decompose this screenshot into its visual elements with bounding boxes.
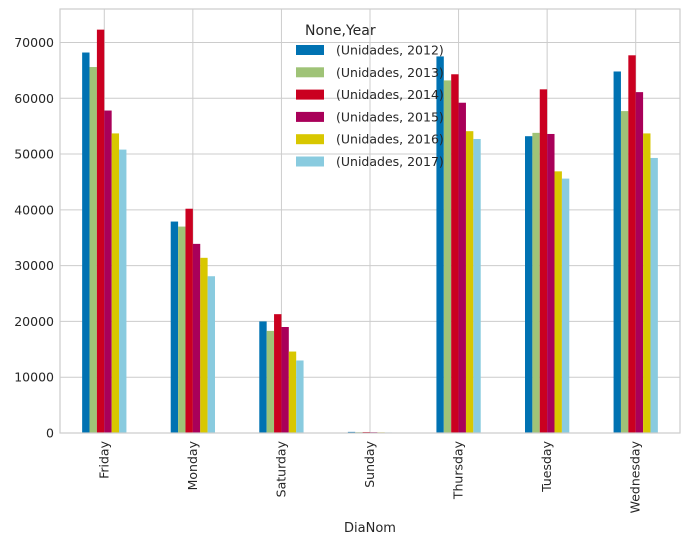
x-tick-label: Thursday [451, 440, 466, 500]
legend-swatch [296, 89, 324, 100]
bar-thursday-5 [473, 138, 481, 433]
bar-thursday-2 [451, 74, 459, 433]
x-tick-label: Monday [185, 440, 200, 490]
y-tick-label: 40000 [14, 202, 54, 217]
bar-saturday-3 [281, 327, 289, 433]
x-tick-label: Saturday [273, 440, 288, 497]
plot-frame [59, 8, 681, 434]
bar-wednesday-0 [613, 71, 621, 434]
bar-saturday-1 [266, 330, 275, 433]
x-tick-label: Tuesday [539, 440, 554, 492]
y-tick-label: 0 [46, 426, 54, 441]
bar-monday-2 [185, 208, 193, 433]
legend-label: (Unidades, 2014) [336, 87, 444, 102]
bar-wednesday-3 [635, 92, 644, 433]
bar-friday-1 [89, 67, 97, 433]
bar-tuesday-5 [561, 178, 570, 433]
legend-label: (Unidades, 2017) [336, 154, 444, 169]
bar-thursday-3 [458, 102, 466, 433]
bar-tuesday-4 [554, 171, 562, 434]
bar-wednesday-2 [628, 55, 636, 433]
legend-swatch [296, 45, 324, 55]
x-axis-ticks: Friday Monday Saturday Sunday Thursday Tuesda… [96, 440, 642, 513]
y-tick-label: 30000 [14, 258, 54, 273]
y-tick-label: 10000 [14, 370, 54, 385]
legend-swatch [296, 111, 324, 122]
bar-monday-4 [200, 257, 208, 433]
legend-swatch [296, 134, 324, 145]
legend-label: (Unidades, 2012) [336, 43, 444, 58]
bar-friday-4 [111, 133, 120, 433]
bar-thursday-4 [465, 131, 474, 433]
bar-friday-2 [96, 29, 105, 434]
y-tick-label: 20000 [14, 314, 54, 329]
legend-title: None,Year [305, 23, 376, 39]
y-axis-ticks: 0 10000 20000 30000 40000 50000 60000 70000 [14, 35, 54, 441]
bar-monday-3 [192, 243, 201, 433]
legend-label: (Unidades, 2013) [336, 65, 444, 80]
bar-monday-0 [170, 221, 179, 433]
bar-wednesday-4 [643, 133, 651, 433]
bar-saturday-0 [259, 321, 267, 433]
bar-monday-1 [178, 226, 186, 433]
bar-saturday-5 [296, 360, 304, 433]
y-tick-label: 50000 [14, 147, 54, 162]
legend-label: (Unidades, 2016) [336, 132, 444, 147]
bar-saturday-2 [274, 314, 282, 433]
legend-swatch [296, 67, 324, 78]
legend-swatch [296, 156, 324, 167]
bar-tuesday-0 [525, 136, 533, 433]
bar-wednesday-5 [650, 157, 658, 434]
legend-label: (Unidades, 2015) [336, 109, 444, 124]
bars-group [82, 29, 658, 434]
bar-friday-0 [82, 52, 90, 434]
legend: None,Year (Unidades, 2012)(Unidades, 201… [296, 23, 444, 169]
bar-tuesday-1 [532, 132, 540, 433]
x-tick-label: Friday [96, 440, 111, 478]
x-tick-label: Wednesday [628, 440, 643, 513]
y-tick-label: 70000 [14, 35, 54, 50]
bar-tuesday-2 [539, 89, 548, 433]
bar-saturday-4 [288, 351, 297, 433]
legend-items: (Unidades, 2012) (Unidades, 2013) (Unidade… [296, 43, 444, 169]
bar-friday-3 [104, 110, 112, 434]
bar-monday-5 [207, 276, 215, 433]
x-axis-label: DiaNom [344, 521, 396, 536]
bar-friday-5 [119, 149, 127, 433]
bar-tuesday-3 [547, 133, 555, 433]
x-tick-label: Sunday [362, 440, 377, 487]
bar-thursday-1 [443, 80, 452, 434]
bar-thursday-0 [436, 56, 444, 433]
y-tick-label: 60000 [14, 91, 54, 106]
bar-wednesday-1 [620, 111, 629, 434]
